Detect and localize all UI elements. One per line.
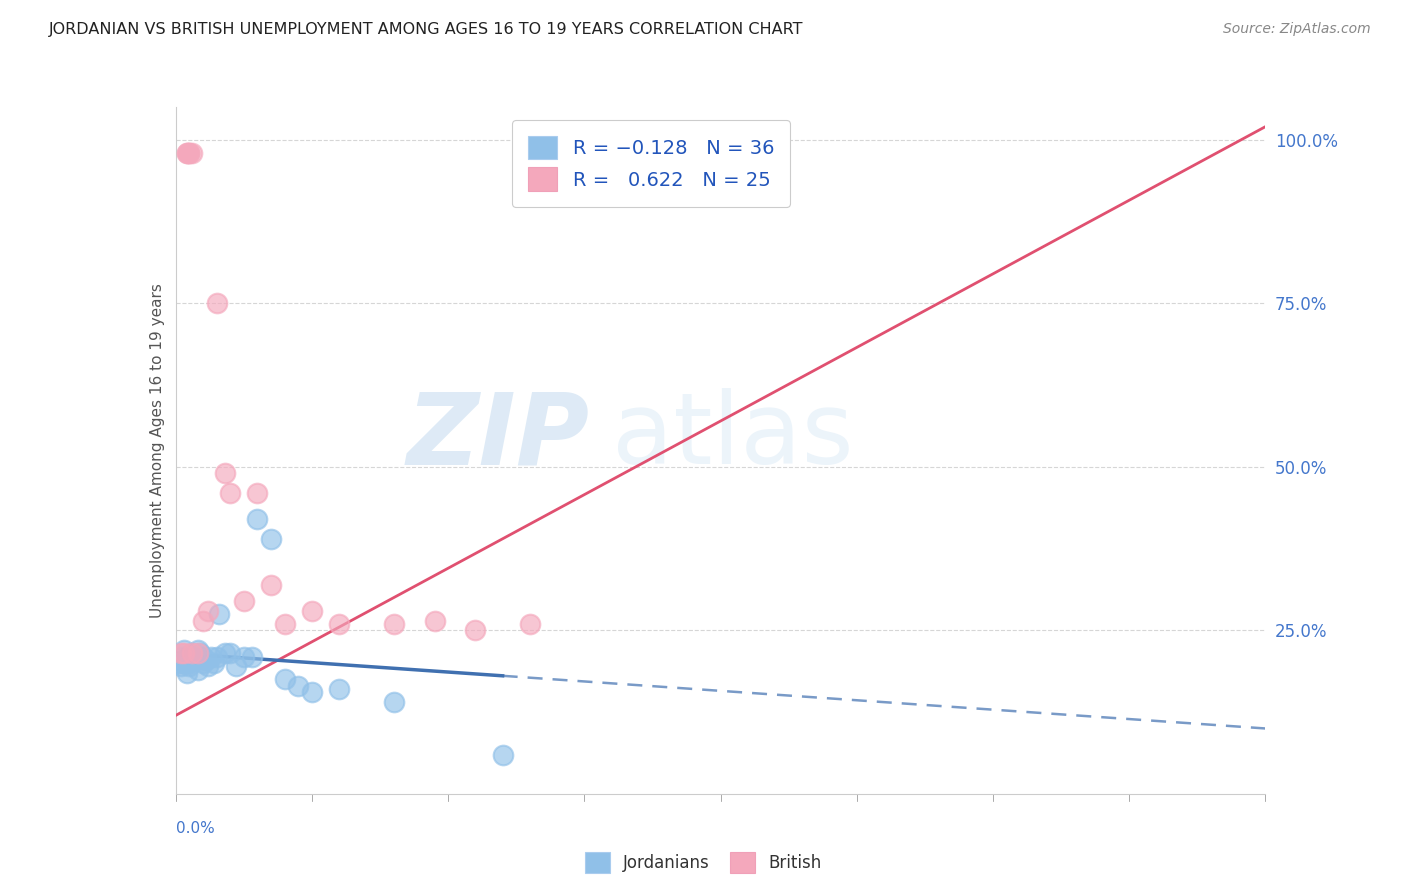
Point <box>219 646 242 660</box>
Point <box>167 656 190 670</box>
Point <box>191 656 214 670</box>
Point <box>274 616 297 631</box>
Y-axis label: Unemployment Among Ages 16 to 19 years: Unemployment Among Ages 16 to 19 years <box>149 283 165 618</box>
Point <box>186 663 209 677</box>
Point <box>328 616 350 631</box>
Point <box>181 646 204 660</box>
Point <box>205 296 228 310</box>
Point <box>176 665 198 680</box>
Point <box>170 659 193 673</box>
Text: Source: ZipAtlas.com: Source: ZipAtlas.com <box>1223 22 1371 37</box>
Point <box>260 577 283 591</box>
Point <box>173 643 195 657</box>
Point <box>194 653 217 667</box>
Point <box>181 649 204 664</box>
Legend: Jordanians, British: Jordanians, British <box>578 846 828 880</box>
Point <box>301 604 323 618</box>
Point <box>179 145 201 160</box>
Point <box>382 616 405 631</box>
Point <box>492 747 515 762</box>
Point <box>274 673 297 687</box>
Point <box>214 467 236 481</box>
Point <box>181 145 204 160</box>
Text: ZIP: ZIP <box>406 388 591 485</box>
Point <box>464 624 486 638</box>
Point <box>170 649 193 664</box>
Point <box>173 646 195 660</box>
Point <box>197 659 219 673</box>
Point <box>328 682 350 697</box>
Point <box>214 646 236 660</box>
Point <box>219 486 242 500</box>
Point <box>200 649 222 664</box>
Point <box>179 659 201 673</box>
Legend: R = −0.128   N = 36, R =   0.622   N = 25: R = −0.128 N = 36, R = 0.622 N = 25 <box>512 120 790 207</box>
Point <box>186 643 209 657</box>
Point <box>176 145 198 160</box>
Point <box>232 649 254 664</box>
Point <box>600 145 623 160</box>
Text: 0.0%: 0.0% <box>176 822 215 837</box>
Point <box>202 656 225 670</box>
Point <box>208 607 231 621</box>
Point <box>225 659 247 673</box>
Point <box>197 604 219 618</box>
Point <box>260 532 283 546</box>
Point <box>181 646 204 660</box>
Point <box>173 656 195 670</box>
Point <box>179 145 201 160</box>
Point <box>179 656 201 670</box>
Point <box>191 614 214 628</box>
Point <box>519 616 541 631</box>
Text: atlas: atlas <box>612 388 853 485</box>
Point <box>232 594 254 608</box>
Point <box>188 646 211 660</box>
Point <box>184 653 207 667</box>
Point <box>176 649 198 664</box>
Point <box>170 646 193 660</box>
Point <box>205 649 228 664</box>
Point <box>246 486 269 500</box>
Point <box>382 695 405 709</box>
Point <box>240 649 263 664</box>
Point <box>423 614 446 628</box>
Point <box>301 685 323 699</box>
Point <box>176 145 198 160</box>
Point <box>287 679 309 693</box>
Text: JORDANIAN VS BRITISH UNEMPLOYMENT AMONG AGES 16 TO 19 YEARS CORRELATION CHART: JORDANIAN VS BRITISH UNEMPLOYMENT AMONG … <box>49 22 804 37</box>
Point <box>191 649 214 664</box>
Point <box>246 512 269 526</box>
Point <box>186 646 209 660</box>
